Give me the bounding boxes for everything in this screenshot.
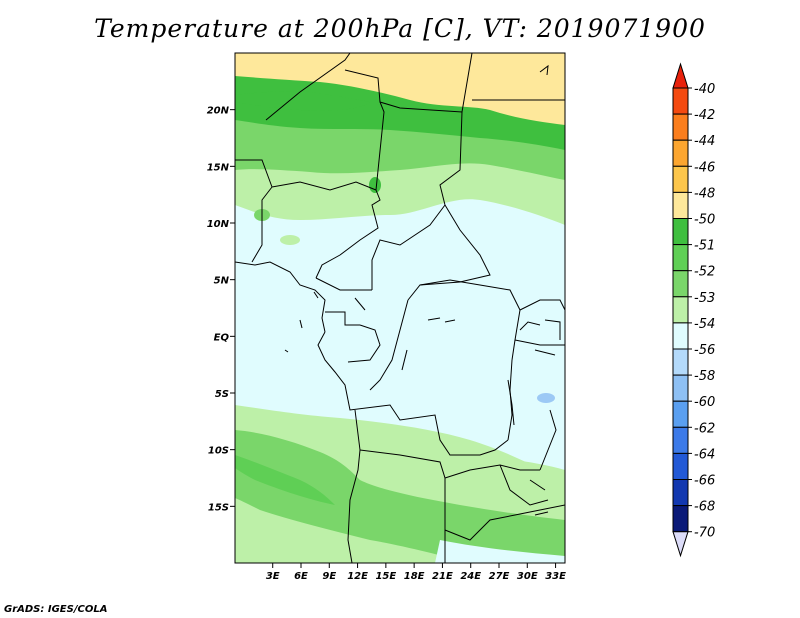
lat-axis: 20N 15N 10N 5N EQ 5S 10S 15S xyxy=(207,106,235,513)
colorbar-label: -51 xyxy=(694,239,715,254)
colorbar-label: -66 xyxy=(694,474,715,489)
colorbar-swatch xyxy=(672,374,689,402)
colorbar-label: -46 xyxy=(694,160,715,175)
colorbar-swatch xyxy=(672,452,689,480)
colorbar-label: -50 xyxy=(694,213,715,228)
colorbar-label: -70 xyxy=(694,526,715,541)
lon-tick-label: 33E xyxy=(545,571,566,582)
colorbar-swatch xyxy=(672,139,689,167)
lat-tick-label: 10S xyxy=(208,446,229,457)
lon-tick-label: 3E xyxy=(266,571,280,582)
colorbar-swatch xyxy=(672,505,689,533)
colorbar-swatch xyxy=(672,400,689,428)
lat-tick-label: 10N xyxy=(207,219,230,230)
colorbar-label: -56 xyxy=(694,343,715,358)
country-borders xyxy=(235,53,565,563)
colorbar-label: -40 xyxy=(694,82,715,97)
map-title: Temperature at 200hPa [C], VT: 201907190… xyxy=(94,14,706,43)
map-panel xyxy=(235,53,565,563)
lon-tick-label: 30E xyxy=(517,571,538,582)
colorbar-swatch xyxy=(672,113,689,141)
lon-tick-label: 27E xyxy=(489,571,510,582)
colorbar: -40 -42 -44 -46 -48 -50 -51 -52 -53 -54 -56 -58 -60 -… xyxy=(672,62,715,558)
colorbar-label: -44 xyxy=(694,134,715,149)
colorbar-label: -42 xyxy=(694,108,715,123)
field-band-north-dark-2 xyxy=(235,91,370,111)
colorbar-label: -54 xyxy=(694,317,715,332)
lat-tick-label: 5N xyxy=(214,276,230,287)
colorbar-swatch xyxy=(672,322,689,350)
field-patch-3 xyxy=(280,235,300,245)
field-band-north-yellow xyxy=(235,53,565,125)
colorbar-label: -48 xyxy=(694,186,715,201)
colorbar-swatch xyxy=(672,191,689,219)
colorbar-label: -62 xyxy=(694,421,715,436)
lon-tick-label: 21E xyxy=(432,571,453,582)
colorbar-label: -53 xyxy=(694,291,715,306)
colorbar-label: -68 xyxy=(694,500,715,515)
colorbar-swatch xyxy=(672,218,689,246)
colorbar-swatch xyxy=(672,479,689,507)
lat-tick-label: 15S xyxy=(208,502,229,513)
colorbar-swatch xyxy=(672,296,689,324)
colorbar-swatch xyxy=(672,426,689,454)
lat-tick-label: 5S xyxy=(215,389,229,400)
colorbar-label: -52 xyxy=(694,265,715,280)
lat-tick-label: 15N xyxy=(207,162,230,173)
map-frame xyxy=(234,52,566,564)
lon-tick-label: 15E xyxy=(375,571,396,582)
colorbar-swatch xyxy=(672,87,689,115)
lon-tick-label: 6E xyxy=(294,571,308,582)
lon-tick-label: 12E xyxy=(347,571,368,582)
field-band-southeast-pale xyxy=(435,540,565,563)
colorbar-label: -58 xyxy=(694,369,715,384)
lon-axis: 3E 6E 9E 12E 15E 18E 21E 24E 27E 30E 33E xyxy=(266,563,566,582)
colorbar-swatch xyxy=(672,270,689,298)
lon-tick-label: 9E xyxy=(322,571,336,582)
colorbar-swatch xyxy=(672,348,689,376)
lon-tick-label: 18E xyxy=(404,571,425,582)
colorbar-swatch xyxy=(672,244,689,272)
colorbar-label: -64 xyxy=(694,447,715,462)
lat-tick-label: EQ xyxy=(214,332,230,343)
colorbar-top-arrow xyxy=(672,62,689,89)
field-band-south-green xyxy=(235,430,565,563)
field-patch-2 xyxy=(369,177,381,193)
colorbar-swatch xyxy=(672,165,689,193)
lon-tick-label: 24E xyxy=(460,571,481,582)
grads-credit: GrADS: IGES/COLA xyxy=(4,604,108,615)
field-cold-spot xyxy=(537,393,555,403)
colorbar-bottom-arrow xyxy=(672,531,689,558)
colorbar-label: -60 xyxy=(694,395,715,410)
field-band-south-dark xyxy=(235,455,335,505)
lat-tick-label: 20N xyxy=(207,106,230,117)
